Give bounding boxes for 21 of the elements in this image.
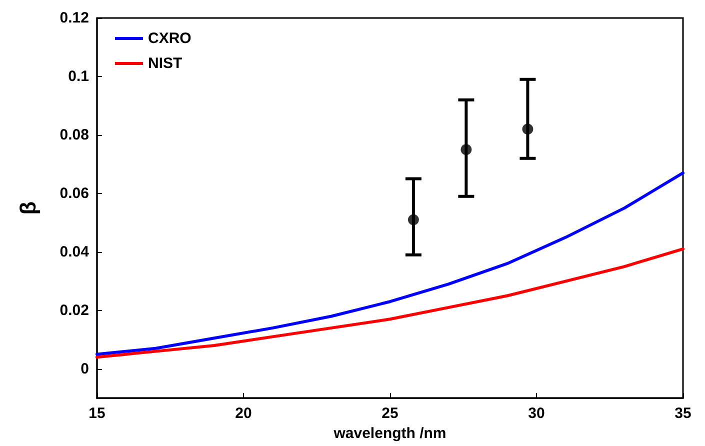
y-tick-label: 0.04 bbox=[60, 243, 90, 260]
line-series bbox=[96, 247, 684, 359]
legend-label: CXRO bbox=[148, 30, 192, 47]
y-tick-label: 0.02 bbox=[60, 302, 89, 319]
x-tick-label: 15 bbox=[88, 405, 106, 422]
line-series bbox=[96, 171, 684, 356]
y-tick-label: 0 bbox=[80, 360, 89, 378]
point bbox=[460, 144, 472, 156]
y-tick-label: 0.06 bbox=[60, 184, 89, 202]
y-tick-label: 0.12 bbox=[60, 10, 89, 26]
y-tick-label: 0.1 bbox=[68, 68, 89, 85]
point bbox=[522, 124, 534, 135]
x-axis-title: wavelength /nm bbox=[332, 425, 446, 442]
point bbox=[408, 214, 419, 226]
legend-label: NIST bbox=[148, 55, 182, 72]
x-tick-label: 35 bbox=[674, 405, 692, 422]
x-tick-label: 30 bbox=[528, 405, 545, 422]
x-tick-label: 25 bbox=[382, 405, 398, 422]
x-tick-label: 20 bbox=[235, 405, 252, 422]
y-tick-label: 0.08 bbox=[60, 126, 89, 144]
y-axis-title: β bbox=[16, 201, 40, 215]
